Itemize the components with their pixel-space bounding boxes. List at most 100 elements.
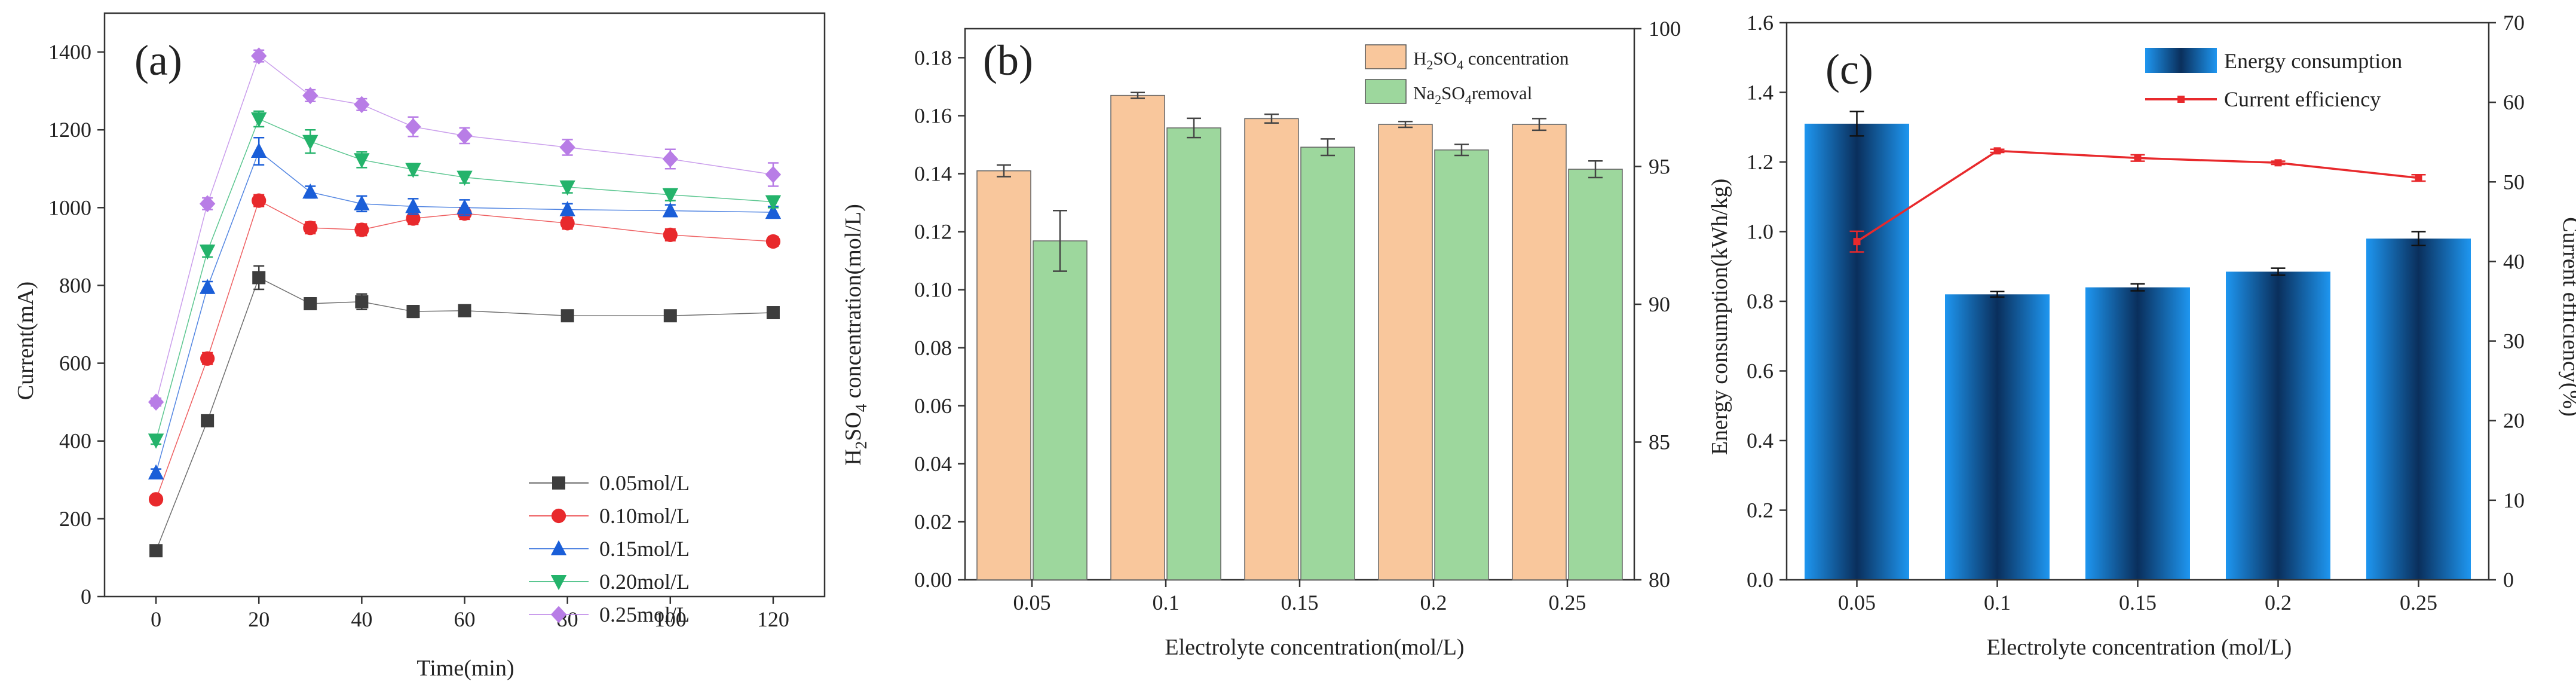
panel-a-current-vs-time: 0 20 40 60 80 100 1200200400600800100012001400… [13,12,826,681]
panel-c-y2-tick-label: 50 [2503,170,2525,194]
panel-a-series-0-point [355,295,369,308]
panel-a-legend-marker-4 [550,606,567,623]
panel-b-y2-tick-label: 100 [1649,17,1681,41]
legend-entry-0-05: 0.05mol/L [599,471,690,495]
panel-b-x-tick-label: 0.15 [1281,591,1319,614]
panel-a-series-1-point [148,492,164,507]
panel-b-marks: 0.000.020.040.060.080.100.120.140.160.18… [914,17,1681,614]
panel-a-series-4-point [199,195,216,213]
panel-b-ylabel-so: SO [841,412,866,441]
panel-c-efficiency-line [1856,149,2419,243]
panel-a-y-tick-label: 1200 [48,118,91,142]
panel-b-y2-tick-label: 85 [1649,430,1670,454]
panel-a-y-tick-label: 800 [59,273,91,297]
panel-b-label: (b) [983,36,1033,84]
panel-c-x-tick-label: 0.15 [2119,591,2157,614]
panel-c-efficiency-point [1853,238,1861,246]
panel-c-y2-tick-label: 20 [2503,409,2525,433]
panel-b-x-tick-label: 0.25 [1549,591,1586,614]
panel-b-y-axis-title: H2SO4 concentration(mol/L) [841,204,870,466]
legend-swatch-h2so4 [1365,44,1407,69]
panel-c-marks: 0.05 0.1 0.15 0.2 0.25 0.0 0.2 0.4 0.6 0.8 1.0 1.2 1… [1747,11,2525,614]
panel-c-y-tick-label: 0.4 [1747,429,1774,453]
panel-a-y-tick-label: 1400 [48,40,91,64]
panel-a-series-2-point [662,202,678,218]
panel-b-y-tick-label: 0.16 [914,104,952,128]
panel-a-series-3-point [251,112,267,128]
panel-a-x-tick-label: 40 [351,607,372,631]
panel-b-bar-h2so4 [1244,118,1299,580]
panel-c-bar-energy [1945,294,2050,580]
panel-c-x-tick-label: 0.25 [2400,591,2437,614]
panel-b-y-tick-label: 0.00 [914,568,952,592]
panel-b-y-tick-label: 0.14 [914,162,952,186]
panel-c-legend: Energy consumption Current efficiency [2145,48,2402,111]
panel-b-y-tick-label: 0.02 [914,510,952,534]
panel-c-efficiency-point [2274,159,2282,167]
panel-a-x-tick-label: 60 [454,607,476,631]
panel-c-y2-tick-label: 70 [2503,11,2525,35]
panel-c-y-tick-label: 1.2 [1747,150,1774,174]
legend-na2so4-c: SO [1441,82,1465,103]
panel-a-series-3-point [354,153,370,169]
panel-b-y2-tick-label: 95 [1649,155,1670,179]
panel-a-series-1-line [155,200,773,500]
panel-a-series-0-point [149,544,163,558]
panel-b-ylabel-h: H [841,449,866,465]
panel-a-series-0-point [201,414,215,427]
legend-h2so4-a: H [1413,48,1426,69]
panel-b-x-axis-title: Electrolyte concentration(mol/L) [1165,635,1464,660]
panel-a-legend-marks [529,476,589,623]
panel-a-series-2-point [199,279,216,294]
panel-a-series-3-point [662,188,678,204]
panel-a-series-0-point [766,306,780,320]
panel-b-bar-na2so4 [1166,127,1221,580]
panel-a-series-3-point [405,163,421,178]
panel-a-series-0-point [252,271,266,285]
panel-a-series-1-point [303,221,318,236]
panel-c-y-axis-title: Energy consumption(kWh/kg) [1707,179,1732,455]
legend-entry-na2so4: Na2SO4removal [1413,82,1532,107]
panel-a-y-tick-label: 600 [59,351,91,375]
panel-c-y-tick-label: 0.8 [1747,289,1774,313]
panel-a-series-3-point [559,180,575,196]
panel-a-series-4-point [457,127,473,145]
panel-a-series-0-point [663,309,677,323]
panel-a-legend-marker-0 [552,476,565,490]
panel-a-series-3-point [148,433,164,449]
panel-a-label: (a) [134,36,182,84]
panel-b-x-tick-label: 0.2 [1420,591,1447,614]
panel-a-series-4-point [405,118,421,136]
panel-a-series-3-point [765,195,782,210]
legend-entry-0-25: 0.25mol/L [599,603,690,626]
panel-a-series-0-point [304,297,317,311]
panel-a-series-2-point [251,142,267,158]
panel-b-x-tick-label: 0.1 [1153,591,1180,614]
panel-c-bar-energy [2226,271,2330,580]
legend-swatch-na2so4 [1365,79,1407,104]
panel-b-y2-tick-label: 90 [1649,292,1670,316]
panel-a-series-4-point [354,96,370,114]
panel-a-series-2-line [155,150,773,473]
panel-b-ylabel-sub2: 4 [852,403,870,412]
panel-b-ylabel-sub1: 2 [852,441,870,450]
panel-a-legend-marker-2 [550,540,567,555]
panel-b-bar-na2so4 [1434,149,1489,580]
legend-entry-0-15: 0.15mol/L [599,537,690,561]
panel-b-y-tick-label: 0.10 [914,278,952,302]
panel-b-y-tick-label: 0.06 [914,394,952,418]
legend-entry-energy: Energy consumption [2224,49,2402,73]
panel-a-series-2-point [457,199,473,215]
panel-a-y-tick-label: 400 [59,429,91,453]
panel-b-bar-na2so4 [1568,169,1623,580]
panel-a-series-4-point [148,393,164,411]
panel-a-series-4-point [251,47,267,65]
legend-entry-h2so4: H2SO4 concentration [1413,48,1569,72]
panel-b-bar-h2so4 [1378,124,1433,580]
panel-a-series-2-point [559,201,575,216]
panel-b-y-tick-label: 0.04 [914,452,952,476]
panel-b-ylabel-rest: concentration(mol/L) [841,204,866,404]
panel-a-series-3-line [155,118,773,441]
